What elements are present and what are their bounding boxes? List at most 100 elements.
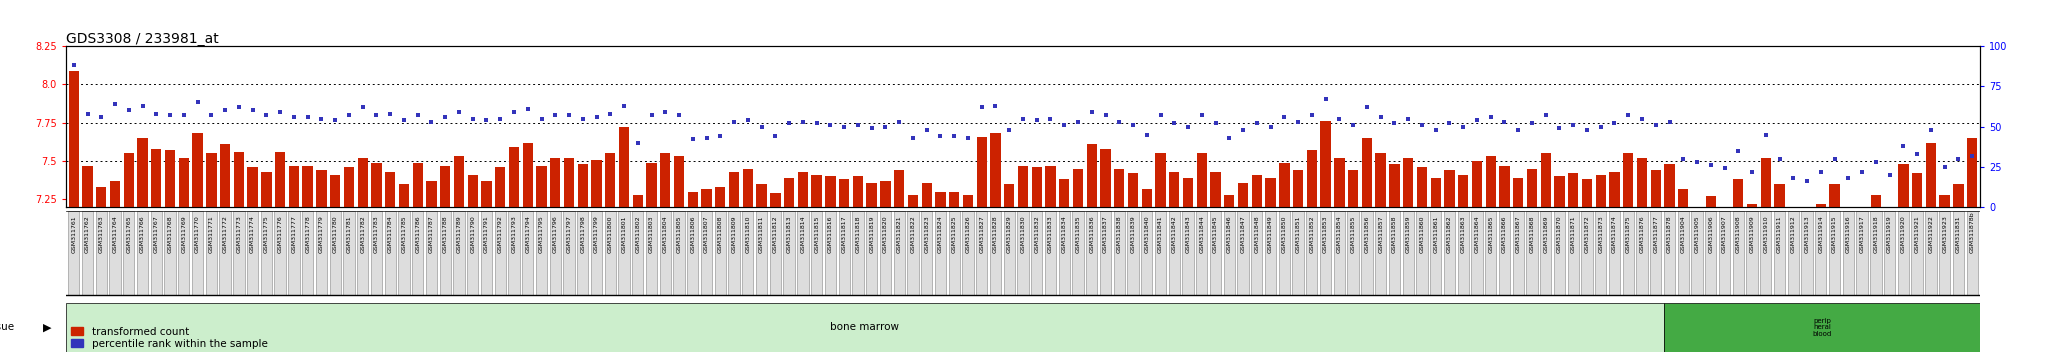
Text: GSM311792: GSM311792 (498, 215, 502, 253)
Bar (825, 176, 836, 207)
Bar (1485, 156, 1495, 207)
Bar (178, 158, 188, 207)
FancyBboxPatch shape (1788, 211, 1798, 296)
Bar (799, 172, 809, 207)
Point (1419, 127, 1452, 133)
Point (1556, 122, 1589, 128)
Point (1542, 125, 1575, 131)
Text: GSM311819: GSM311819 (868, 216, 874, 253)
Bar (963, 195, 973, 207)
Bar (137, 138, 147, 207)
Point (856, 125, 889, 131)
Text: GSM311922: GSM311922 (1929, 215, 1933, 253)
FancyBboxPatch shape (301, 211, 313, 296)
Text: GSM311786: GSM311786 (416, 216, 420, 253)
Text: GSM311831: GSM311831 (1956, 216, 1960, 253)
Point (1475, 114, 1507, 120)
Point (279, 114, 311, 120)
Bar (193, 133, 203, 207)
Text: GSM311860: GSM311860 (1419, 216, 1425, 253)
Point (1694, 162, 1726, 168)
Point (139, 111, 172, 116)
FancyBboxPatch shape (274, 211, 287, 296)
FancyBboxPatch shape (344, 211, 354, 296)
Bar (578, 164, 588, 207)
Text: GSM311853: GSM311853 (1323, 216, 1327, 253)
Point (1405, 122, 1438, 128)
Bar (1362, 138, 1372, 207)
Text: GSM311794: GSM311794 (524, 215, 530, 253)
Text: GSM311783: GSM311783 (375, 215, 379, 253)
Text: GSM311768: GSM311768 (168, 216, 172, 253)
Text: GSM311796: GSM311796 (553, 215, 557, 253)
Text: GSM311844: GSM311844 (1200, 215, 1204, 253)
FancyBboxPatch shape (1225, 211, 1235, 296)
Point (717, 119, 750, 125)
Text: GSM311803: GSM311803 (649, 216, 653, 253)
Text: GSM311854: GSM311854 (1337, 216, 1341, 253)
Text: GSM311836: GSM311836 (1090, 216, 1094, 253)
Point (827, 124, 860, 130)
Text: GSM311857: GSM311857 (1378, 216, 1382, 253)
Text: GSM311858: GSM311858 (1393, 216, 1397, 253)
FancyBboxPatch shape (137, 211, 147, 296)
FancyBboxPatch shape (385, 211, 395, 296)
Text: GSM311817: GSM311817 (842, 216, 846, 253)
FancyBboxPatch shape (1554, 211, 1565, 296)
FancyBboxPatch shape (1718, 211, 1731, 296)
Bar (1761, 158, 1772, 207)
Point (457, 116, 489, 121)
Point (428, 114, 461, 120)
Bar (1817, 204, 1827, 207)
Point (1667, 156, 1700, 161)
Bar (1706, 196, 1716, 207)
Bar (1651, 170, 1661, 207)
FancyBboxPatch shape (440, 211, 451, 296)
Point (180, 99, 213, 105)
Point (649, 109, 682, 115)
Point (360, 113, 393, 118)
FancyBboxPatch shape (1540, 211, 1550, 296)
Bar (412, 162, 422, 207)
Legend: transformed count, percentile rank within the sample: transformed count, percentile rank withi… (72, 327, 268, 349)
FancyBboxPatch shape (1100, 211, 1112, 296)
FancyBboxPatch shape (82, 211, 94, 296)
FancyBboxPatch shape (825, 211, 836, 296)
Text: GSM311782: GSM311782 (360, 215, 365, 253)
Text: GSM311861: GSM311861 (1434, 216, 1438, 253)
FancyBboxPatch shape (96, 211, 106, 296)
FancyBboxPatch shape (1499, 211, 1509, 296)
Text: GSM311811: GSM311811 (760, 216, 764, 253)
Text: GSM311801: GSM311801 (621, 216, 627, 253)
FancyBboxPatch shape (674, 211, 684, 296)
Bar (674, 156, 684, 207)
Text: GSM311904: GSM311904 (1681, 215, 1686, 253)
FancyBboxPatch shape (1843, 211, 1853, 296)
Bar (123, 153, 133, 207)
Point (471, 117, 504, 123)
Text: GSM311791: GSM311791 (483, 215, 489, 253)
Point (553, 113, 586, 118)
FancyBboxPatch shape (852, 211, 864, 296)
FancyBboxPatch shape (645, 211, 657, 296)
Bar (1210, 172, 1221, 207)
Point (1282, 119, 1315, 125)
Text: GSM311846: GSM311846 (1227, 216, 1231, 253)
Bar (700, 189, 713, 207)
Text: GSM311816: GSM311816 (827, 216, 834, 253)
FancyBboxPatch shape (1747, 211, 1757, 296)
Text: GSM311869: GSM311869 (1544, 216, 1548, 253)
Point (154, 113, 186, 118)
Bar (1280, 162, 1290, 207)
Text: GSM311912: GSM311912 (1790, 215, 1796, 253)
Bar (1884, 207, 1894, 210)
Text: GSM311778: GSM311778 (305, 215, 309, 253)
Point (346, 104, 379, 110)
Bar (784, 178, 795, 207)
FancyBboxPatch shape (1196, 211, 1208, 296)
Text: GSM311828: GSM311828 (993, 216, 997, 253)
Point (1778, 175, 1810, 181)
Bar (1087, 144, 1098, 207)
Text: GSM311779: GSM311779 (319, 215, 324, 253)
FancyBboxPatch shape (1018, 211, 1028, 296)
